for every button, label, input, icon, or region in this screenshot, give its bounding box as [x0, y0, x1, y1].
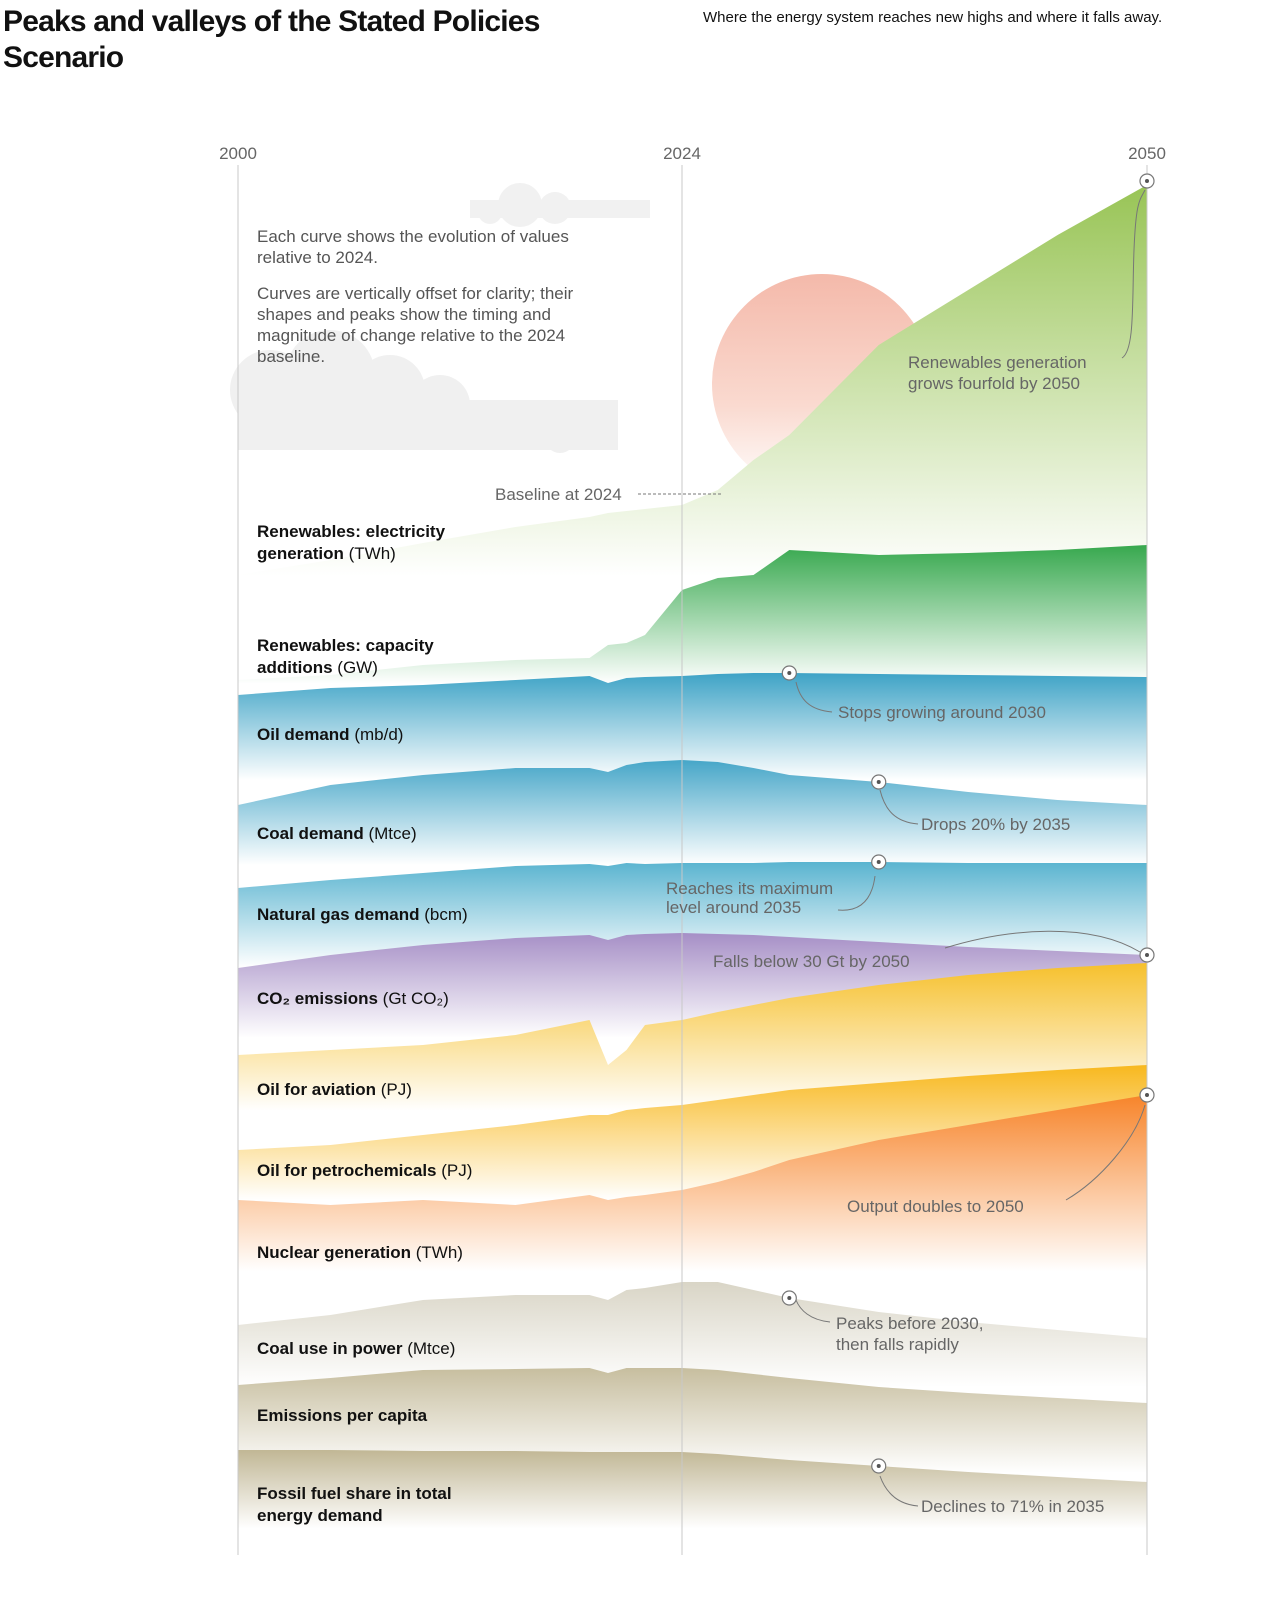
note: Each curve shows the evolution of values…: [257, 227, 569, 267]
series-name: Oil for petrochemicals: [257, 1161, 437, 1180]
leader: [879, 789, 919, 825]
annotation: Peaks before 2030, then falls rapidly: [836, 1313, 983, 1355]
series-label: Nuclear generation (TWh): [257, 1242, 487, 1264]
annotation-line: Renewables generation: [908, 353, 1087, 372]
annotation: Renewables generation grows fourfold by 2…: [908, 352, 1087, 394]
series-name: CO₂ emissions: [257, 989, 378, 1008]
leaders: [638, 189, 1146, 1507]
annotation-line: Reaches its maximum: [666, 879, 834, 898]
series-label: Fossil fuel share in total energy demand: [257, 1483, 487, 1527]
pin-dot: [876, 1464, 881, 1468]
subtitle: Where the energy system reaches new high…: [703, 9, 1163, 26]
pin-dot: [787, 671, 792, 675]
areas: [238, 185, 1147, 1555]
pin-dot: [876, 860, 881, 864]
annotation-line: then falls rapidly: [836, 1335, 959, 1354]
leader: [879, 1475, 919, 1507]
series-unit: (mb/d): [354, 725, 404, 744]
series-unit: (Gt CO₂): [382, 989, 449, 1008]
cloud: [470, 183, 650, 227]
series-label: Emissions per capita: [257, 1405, 487, 1427]
series-name: Oil for aviation: [257, 1080, 377, 1099]
series-unit: (PJ): [441, 1161, 473, 1180]
annotation-line: Drops 20% by 2035: [921, 815, 1071, 834]
pin-dot: [876, 780, 881, 784]
series-name: Coal demand: [257, 824, 364, 843]
annotation-line: Declines to 71% in 2035: [921, 1497, 1105, 1516]
series-name: Fossil fuel share in total energy demand: [257, 1484, 452, 1525]
series-unit: (Mtce): [407, 1339, 456, 1358]
pin-dot: [1145, 1093, 1149, 1097]
series-unit: (Mtce): [368, 824, 417, 843]
series-name: Oil demand: [257, 725, 350, 744]
series-label: Coal use in power (Mtce): [257, 1338, 487, 1360]
series-name: Renewables: electricity generation: [257, 522, 446, 563]
pin-dot: [787, 1296, 792, 1300]
series-label: Oil demand (mb/d): [257, 724, 487, 746]
series-label: Oil for petrochemicals (PJ): [257, 1160, 487, 1182]
series-label: Oil for aviation (PJ): [257, 1079, 487, 1101]
annotation-line: Output doubles to 2050: [847, 1197, 1024, 1216]
series-name: Nuclear generation: [257, 1243, 411, 1262]
title: Peaks and valleys of the Stated Policies…: [3, 5, 540, 74]
series-label: CO₂ emissions (Gt CO₂): [257, 988, 487, 1010]
annotation-line: Peaks before 2030,: [836, 1314, 984, 1333]
leader: [795, 681, 833, 713]
axis: 2000 2024 2050: [219, 144, 1166, 1555]
series-label: Natural gas demand (bcm): [257, 904, 487, 926]
leader: [1121, 189, 1146, 359]
series-unit: (TWh): [348, 544, 396, 563]
pin-dot: [1145, 953, 1149, 957]
x-tick-label: 2024: [663, 144, 701, 163]
series-unit: (PJ): [380, 1080, 412, 1099]
pins: [781, 173, 1155, 1474]
leader: [1065, 1104, 1146, 1201]
annotation: Falls below 30 Gt by 2050: [713, 951, 910, 972]
series-name: Natural gas demand: [257, 905, 420, 924]
annotation: Baseline at 2024: [495, 484, 622, 505]
series-unit: (TWh): [415, 1243, 463, 1262]
annotation: Stops growing around 2030: [838, 702, 1046, 723]
series-label: Renewables: electricity generation (TWh): [257, 521, 487, 565]
series-unit: (bcm): [424, 905, 468, 924]
annotation-line: grows fourfold by 2050: [908, 374, 1080, 393]
annotation: Output doubles to 2050: [847, 1196, 1024, 1217]
annotation-line: Baseline at 2024: [495, 485, 622, 504]
area: [238, 185, 1147, 645]
annotation: Declines to 71% in 2035: [921, 1496, 1104, 1517]
annotation: Reaches its maximum level around 2035: [666, 879, 833, 917]
series-label: Renewables: capacity additions (GW): [257, 635, 487, 679]
note: Curves are vertically offset for clarity…: [257, 284, 574, 366]
pin-dot: [1145, 179, 1149, 183]
area: [238, 1095, 1147, 1330]
x-tick-label: 2050: [1128, 144, 1166, 163]
series-name: Renewables: capacity additions: [257, 636, 434, 677]
annotation-line: level around 2035: [666, 898, 802, 917]
area: [238, 1450, 1147, 1555]
x-tick-label: 2000: [219, 144, 257, 163]
series-unit: (GW): [337, 658, 378, 677]
annotation: Drops 20% by 2035: [921, 814, 1070, 835]
annotation-line: Stops growing around 2030: [838, 703, 1046, 722]
annotation-line: Falls below 30 Gt by 2050: [713, 952, 910, 971]
leader: [795, 1299, 831, 1323]
leader: [837, 875, 876, 911]
series-label: Coal demand (Mtce): [257, 823, 487, 845]
cloud: [230, 330, 618, 453]
series-name: Emissions per capita: [257, 1406, 428, 1425]
leader: [944, 930, 1141, 953]
series-name: Coal use in power: [257, 1339, 403, 1358]
